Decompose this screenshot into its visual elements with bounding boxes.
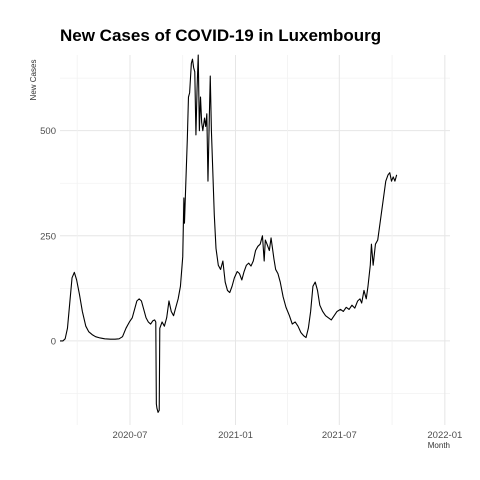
x-tick-label: 2022-01	[427, 430, 462, 441]
chart-title: New Cases of COVID-19 in Luxembourg	[60, 26, 382, 45]
x-axis-title: Month	[428, 441, 450, 450]
series-line	[60, 54, 398, 413]
series-layer	[60, 54, 398, 413]
tick-layer: 2020-07 2021-01 2021-07 2022-01 0 250 500	[40, 126, 462, 441]
y-tick-label: 250	[40, 231, 56, 242]
x-tick-label: 2021-07	[322, 430, 357, 441]
y-tick-label: 0	[51, 336, 56, 347]
y-axis-title: New Cases	[29, 60, 38, 101]
x-tick-label: 2021-01	[218, 430, 253, 441]
x-tick-label: 2020-07	[113, 430, 148, 441]
grid-layer	[60, 55, 450, 425]
y-tick-label: 500	[40, 126, 56, 137]
